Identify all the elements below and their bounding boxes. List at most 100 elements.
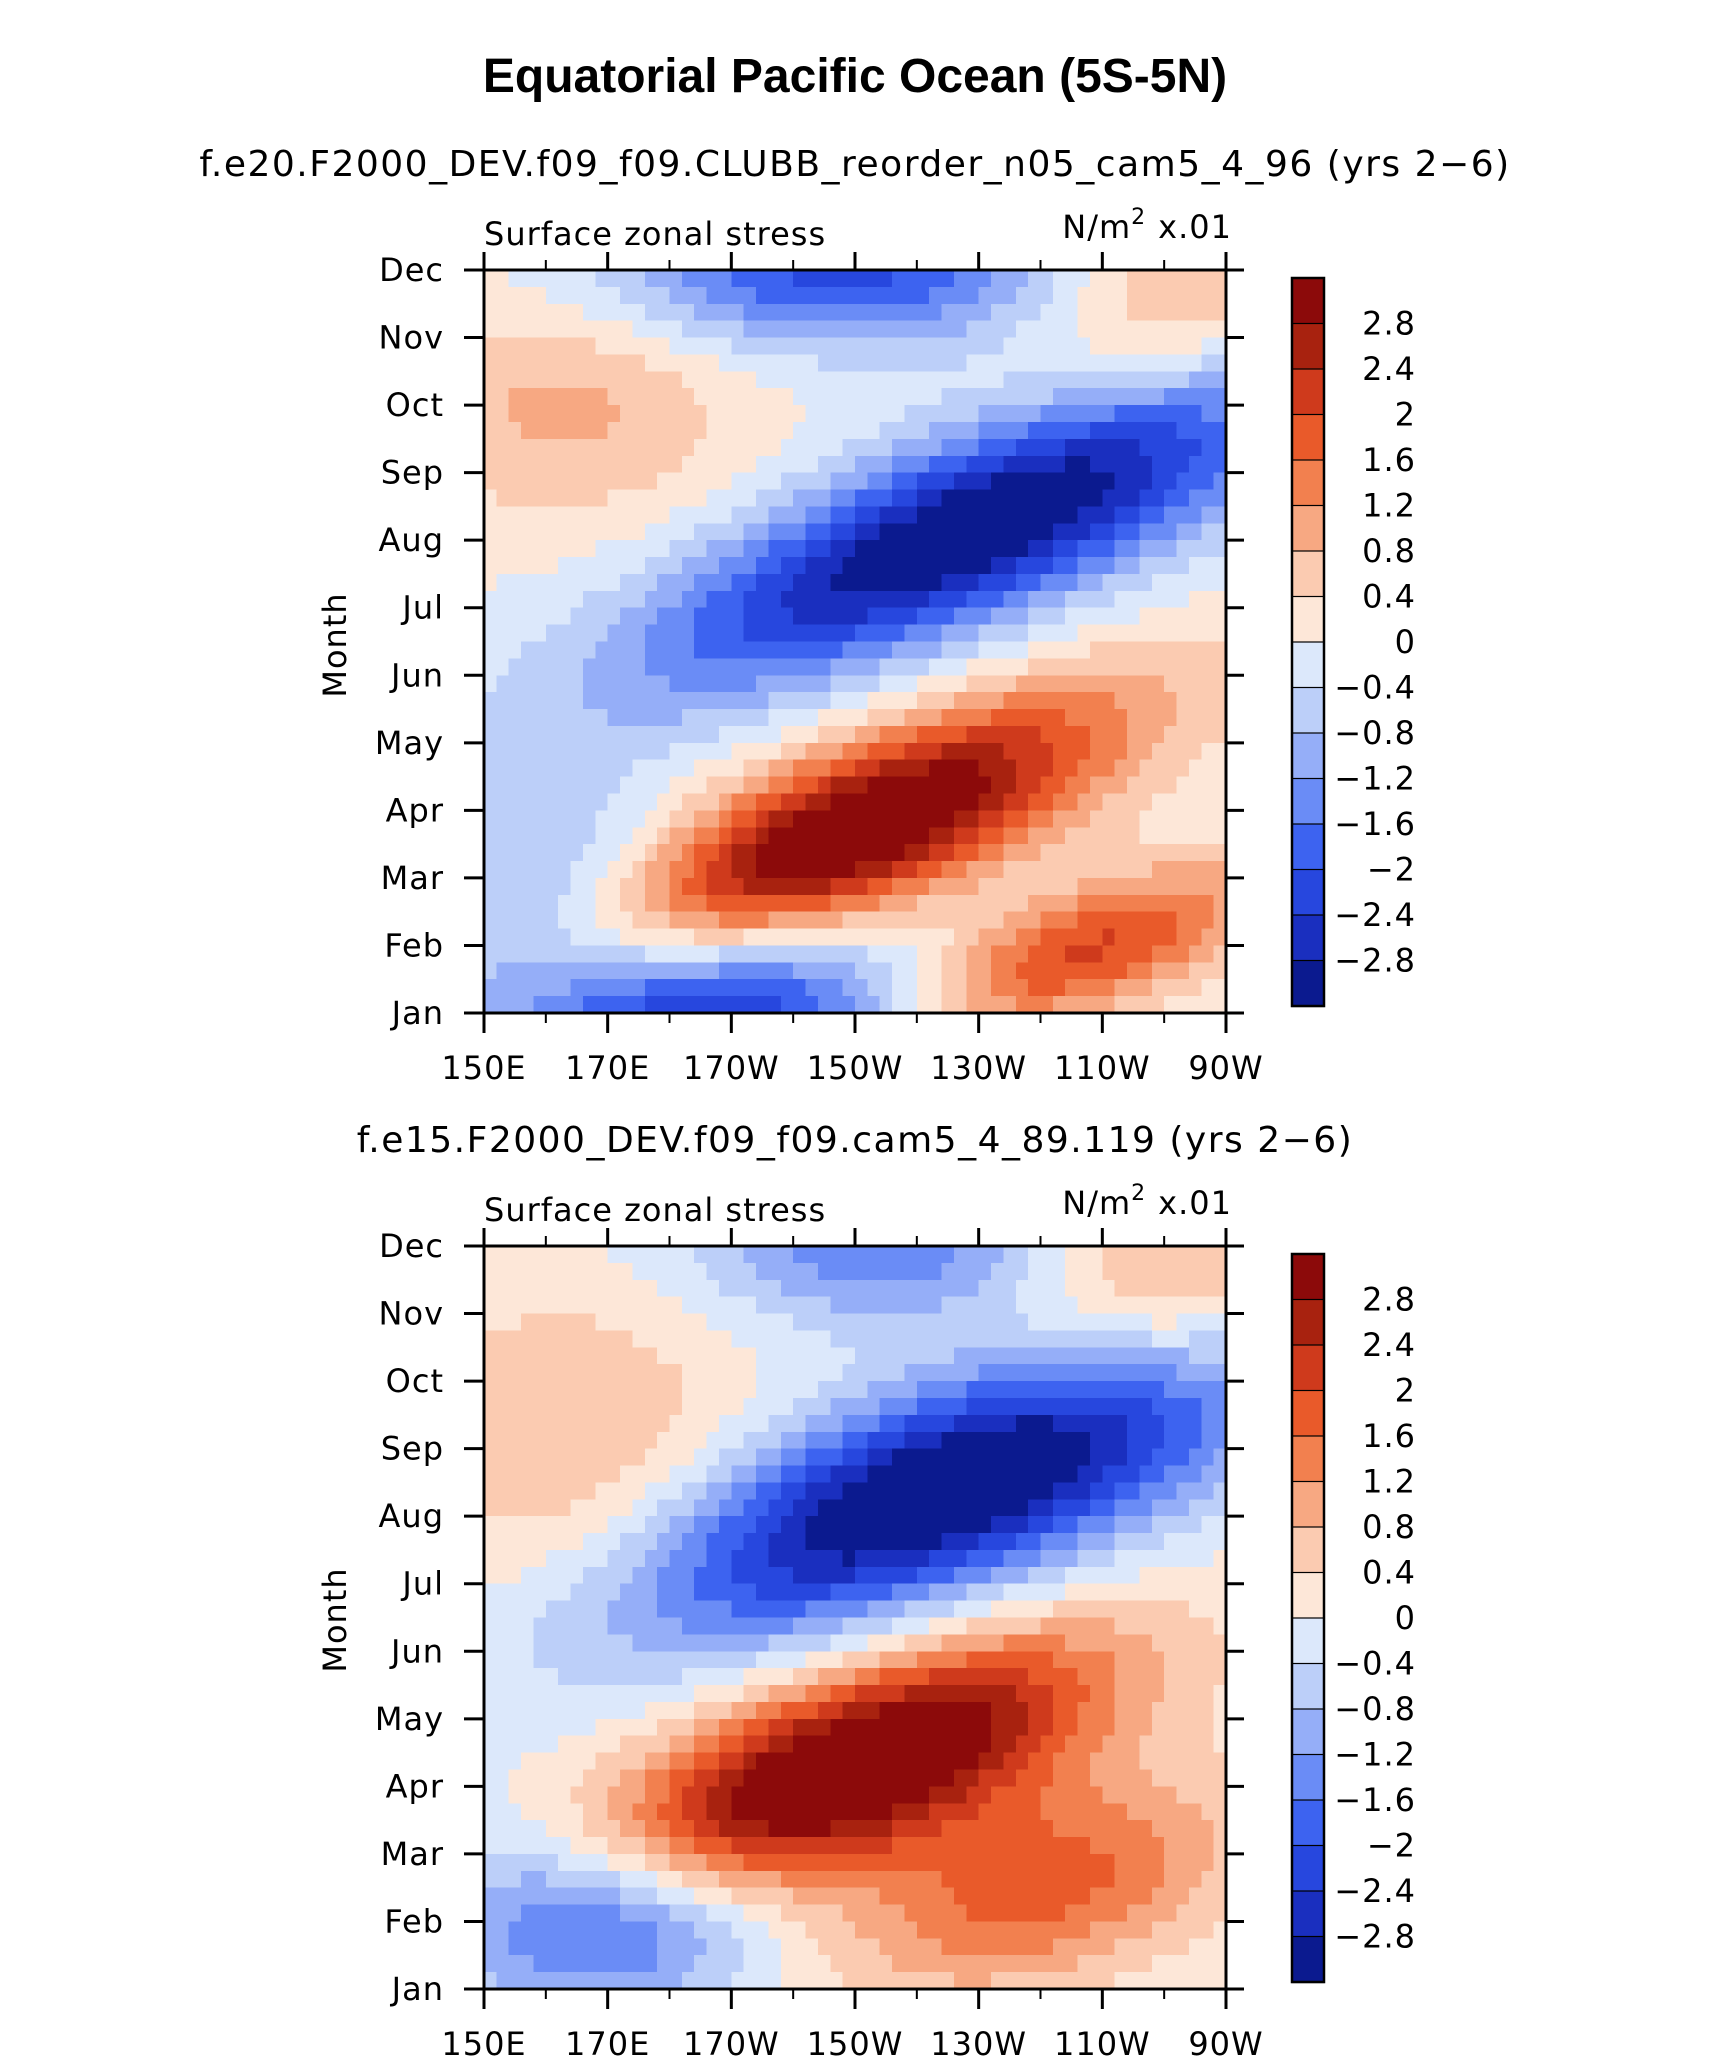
field-cell — [644, 793, 658, 811]
field-cell — [657, 1735, 671, 1754]
field-cell — [929, 388, 943, 406]
field-cell — [1065, 1752, 1079, 1771]
field-cell — [1077, 1533, 1091, 1551]
field-cell — [620, 286, 633, 305]
field-cell — [521, 692, 535, 710]
field-cell — [669, 1364, 683, 1382]
field-cell — [830, 776, 844, 795]
field-cell — [484, 1465, 497, 1484]
field-cell — [978, 1972, 992, 1990]
field-cell — [1052, 455, 1066, 474]
field-cell — [545, 1600, 559, 1619]
field-cell — [966, 658, 980, 676]
field-cell — [1114, 641, 1128, 659]
field-cell — [879, 1246, 893, 1264]
field-cell — [1176, 861, 1190, 879]
field-cell — [953, 1651, 967, 1669]
field-cell — [842, 1499, 856, 1517]
field-cell — [991, 1448, 1004, 1467]
field-cell — [533, 624, 547, 643]
field-cell — [706, 1533, 720, 1551]
field-cell — [867, 1938, 881, 1956]
field-cell — [904, 827, 918, 845]
field-cell — [892, 590, 906, 609]
field-cell — [706, 1381, 720, 1399]
field-cell — [681, 1651, 695, 1669]
field-cell — [978, 1414, 992, 1433]
field-cell — [842, 810, 856, 828]
colorbar-label: −2 — [1367, 851, 1416, 889]
field-cell — [533, 1752, 547, 1771]
field-cell — [620, 1837, 633, 1855]
field-cell — [570, 658, 584, 676]
field-cell — [743, 1752, 757, 1771]
field-cell — [582, 1651, 596, 1669]
field-cell — [607, 1634, 621, 1652]
field-cell — [1052, 1364, 1066, 1382]
field-cell — [644, 1735, 658, 1754]
field-cell — [669, 979, 683, 997]
field-cell — [496, 1262, 510, 1281]
field-cell — [1003, 270, 1017, 288]
field-cell — [620, 709, 633, 727]
field-cell — [855, 286, 868, 305]
field-cell — [892, 1414, 906, 1433]
field-cell — [966, 1837, 980, 1855]
field-cell — [953, 1583, 967, 1602]
field-cell — [892, 1820, 906, 1838]
field-cell — [892, 1769, 906, 1787]
field-cell — [817, 1516, 831, 1534]
field-cell — [867, 759, 881, 778]
field-cell — [570, 1431, 584, 1450]
field-cell — [521, 624, 535, 643]
field-cell — [718, 1397, 732, 1416]
field-cell — [978, 1701, 992, 1720]
field-cell — [669, 996, 683, 1014]
field-cell — [1127, 709, 1141, 727]
field-cell — [731, 1752, 745, 1771]
field-cell — [595, 844, 609, 862]
field-cell — [793, 286, 807, 305]
field-cell — [632, 861, 646, 879]
field-cell — [1164, 894, 1178, 913]
field-cell — [756, 759, 770, 778]
field-cell — [533, 472, 547, 491]
field-cell — [1015, 1448, 1029, 1467]
field-cell — [718, 692, 732, 710]
field-cell — [953, 371, 967, 389]
field-cell — [644, 996, 658, 1014]
field-cell — [681, 675, 695, 693]
field-cell — [644, 354, 658, 372]
field-cell — [1201, 658, 1215, 676]
field-cell — [681, 1600, 695, 1619]
field-cell — [1102, 1921, 1116, 1939]
field-cell — [558, 759, 572, 778]
field-cell — [1139, 303, 1153, 322]
field-cell — [941, 573, 955, 592]
field-cell — [607, 1364, 621, 1382]
field-cell — [1089, 1617, 1103, 1635]
field-cell — [1077, 928, 1091, 947]
field-cell — [1089, 1600, 1103, 1619]
field-cell — [1065, 1296, 1079, 1315]
field-cell — [533, 709, 547, 727]
field-cell — [545, 1617, 559, 1635]
field-cell — [1015, 1381, 1029, 1399]
field-cell — [496, 861, 510, 879]
field-cell — [570, 1549, 584, 1568]
field-cell — [904, 641, 918, 659]
field-cell — [570, 1516, 584, 1534]
field-cell — [1065, 1955, 1079, 1973]
field-cell — [941, 911, 955, 930]
field-cell — [953, 1769, 967, 1787]
field-cell — [484, 607, 497, 626]
field-cell — [1052, 928, 1066, 947]
field-cell — [620, 1279, 633, 1298]
field-cell — [1127, 573, 1141, 592]
field-cell — [966, 1313, 980, 1332]
field-cell — [1003, 337, 1017, 356]
field-cell — [916, 894, 930, 913]
field-cell — [1003, 1685, 1017, 1703]
field-cell — [533, 354, 547, 372]
field-cell — [1028, 1786, 1042, 1804]
